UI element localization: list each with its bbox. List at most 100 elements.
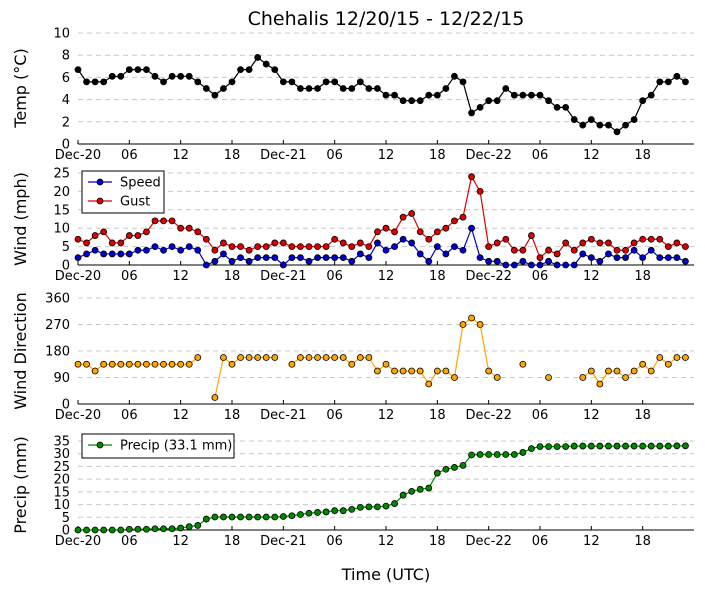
data-point <box>630 367 638 375</box>
data-point <box>468 173 475 181</box>
legend-label: Precip (33.1 mm) <box>120 439 232 454</box>
x-tick-label: 06 <box>326 269 343 284</box>
data-point <box>459 321 467 328</box>
data-point <box>587 235 595 243</box>
data-point <box>314 254 321 262</box>
data-point <box>433 367 441 375</box>
data-point <box>451 464 458 471</box>
data-point <box>237 513 244 521</box>
data-point <box>639 254 647 262</box>
data-point <box>647 442 655 450</box>
data-point <box>459 213 467 221</box>
data-point <box>605 442 612 450</box>
data-point <box>83 526 90 534</box>
data-point <box>322 243 330 251</box>
x-tick-label: Dec-20 <box>55 148 101 163</box>
data-point <box>339 507 347 515</box>
x-tick-label: 12 <box>583 534 600 549</box>
data-point <box>297 511 304 518</box>
data-point <box>545 257 552 265</box>
data-point <box>622 121 629 129</box>
data-point <box>622 374 629 381</box>
data-point <box>399 213 407 221</box>
y-tick-label: 270 <box>45 318 70 333</box>
x-tick-label: 06 <box>121 534 138 549</box>
data-point <box>647 91 655 99</box>
data-point <box>262 60 270 68</box>
y-tick-label: 0 <box>62 398 70 413</box>
data-point <box>425 380 433 388</box>
y-tick-label: 0 <box>62 138 70 153</box>
data-point <box>433 469 441 477</box>
data-point <box>254 513 262 521</box>
data-point <box>91 526 99 534</box>
data-point <box>356 503 364 511</box>
x-tick-label: 18 <box>429 269 446 284</box>
data-point <box>160 78 167 86</box>
data-point <box>202 261 210 269</box>
data-point <box>348 360 356 368</box>
data-point <box>459 78 467 86</box>
data-point <box>416 250 424 258</box>
data-point <box>288 243 296 251</box>
y-tick-label: 25 <box>53 167 70 182</box>
data-point <box>596 121 604 129</box>
data-point <box>622 254 629 262</box>
data-point <box>528 91 535 99</box>
data-point <box>382 91 390 99</box>
y-tick-label: 5 <box>62 240 70 255</box>
data-point <box>613 442 621 450</box>
data-point <box>185 224 193 232</box>
x-tick-label: 18 <box>224 534 241 549</box>
data-point <box>382 224 390 232</box>
y-tick-label: 35 <box>53 435 70 450</box>
data-point <box>74 66 82 74</box>
data-point <box>83 78 90 86</box>
x-tick-label: Dec-22 <box>465 269 511 284</box>
data-point <box>391 367 398 375</box>
data-point <box>545 97 552 105</box>
data-point <box>168 243 176 251</box>
legend-label: Gust <box>120 195 150 210</box>
data-point <box>553 261 561 269</box>
data-point <box>262 354 270 361</box>
data-point <box>108 250 116 258</box>
data-point <box>485 367 493 375</box>
data-point <box>254 243 262 251</box>
data-point <box>673 442 681 450</box>
data-point <box>519 91 527 99</box>
data-point <box>528 445 535 453</box>
data-point <box>656 235 664 243</box>
data-point <box>476 321 484 328</box>
data-point <box>416 228 424 236</box>
data-point <box>570 442 578 450</box>
data-point <box>536 443 544 450</box>
data-point <box>245 513 253 521</box>
data-point <box>108 239 116 247</box>
data-point <box>570 116 578 123</box>
data-point <box>288 360 296 368</box>
data-point <box>117 239 125 247</box>
data-point <box>185 243 193 251</box>
data-point <box>374 239 381 247</box>
data-point <box>202 515 210 523</box>
chart-title: Chehalis 12/20/15 - 12/22/15 <box>248 8 525 30</box>
data-point <box>288 78 296 86</box>
data-point <box>271 513 279 521</box>
data-point <box>211 91 219 99</box>
data-point <box>117 360 125 368</box>
data-point <box>331 507 339 515</box>
data-point <box>356 250 364 258</box>
data-point <box>433 228 441 236</box>
data-point <box>570 246 578 254</box>
data-point <box>647 246 655 254</box>
x-tick-label: Dec-21 <box>260 408 306 423</box>
data-point <box>639 442 647 450</box>
data-point <box>673 354 681 361</box>
data-point <box>425 235 433 243</box>
data-point <box>528 261 535 269</box>
data-point <box>391 243 398 251</box>
data-point <box>339 239 347 247</box>
legend-swatch-marker <box>96 441 104 449</box>
data-point <box>228 243 236 251</box>
